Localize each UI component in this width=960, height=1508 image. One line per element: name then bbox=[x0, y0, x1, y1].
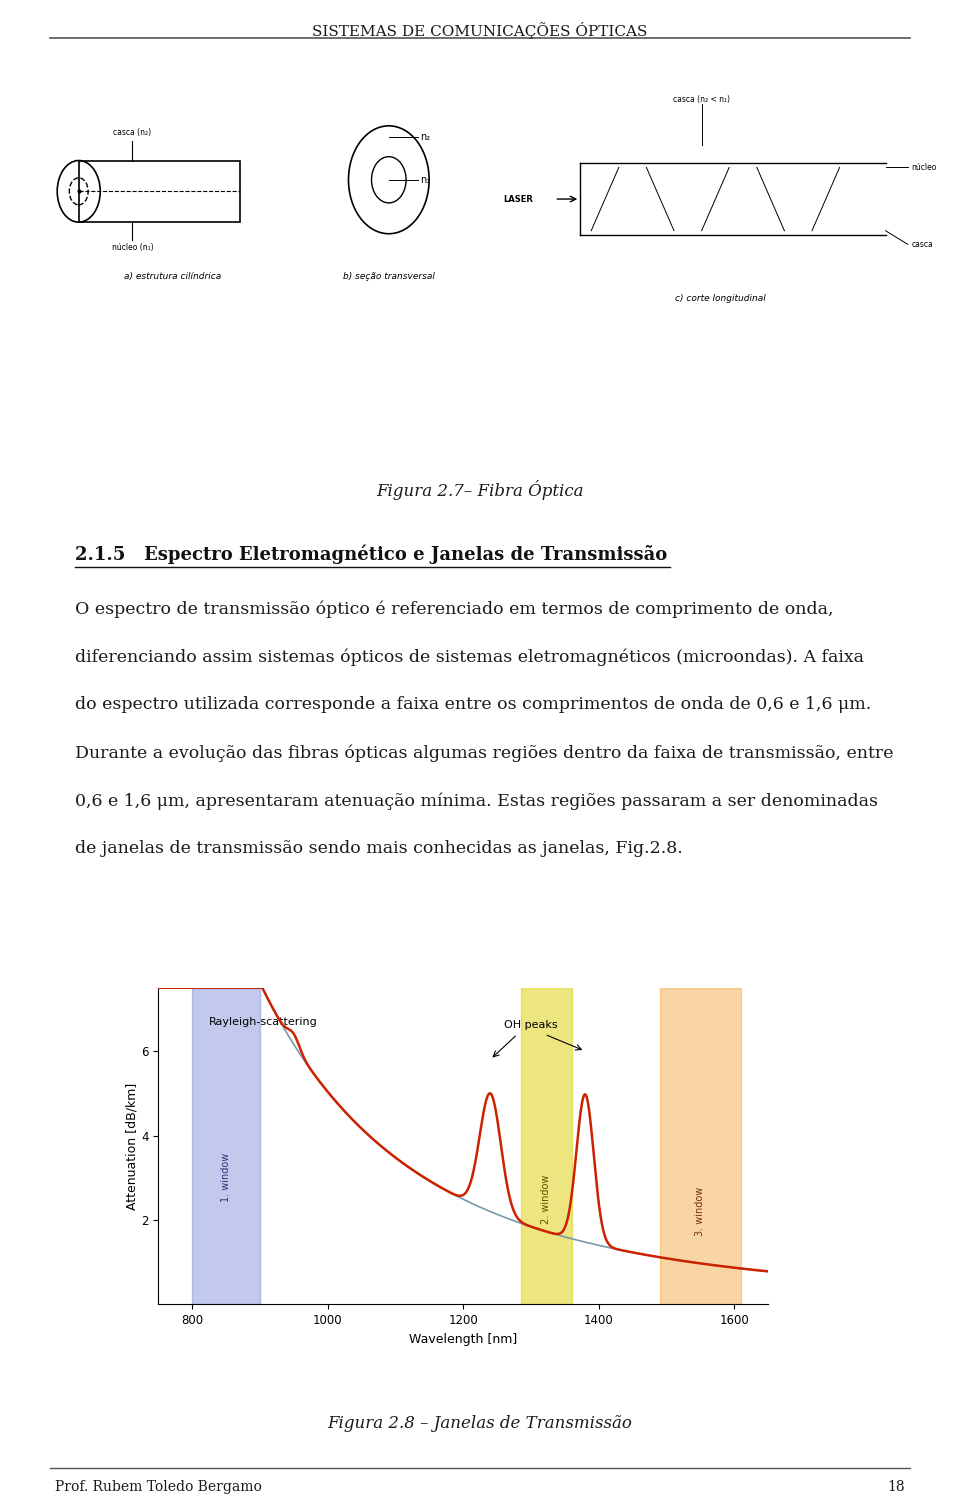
Text: c) corte longitudinal: c) corte longitudinal bbox=[675, 294, 765, 303]
Text: 0,6 e 1,6 μm, apresentaram atenuação mínima. Estas regiões passaram a ser denomi: 0,6 e 1,6 μm, apresentaram atenuação mín… bbox=[75, 792, 878, 810]
Text: do espectro utilizada corresponde a faixa entre os comprimentos de onda de 0,6 e: do espectro utilizada corresponde a faix… bbox=[75, 697, 872, 713]
Text: n₁: n₁ bbox=[420, 175, 431, 185]
Bar bbox=[660, 988, 741, 1304]
Text: Figura 2.8 – Janelas de Transmissão: Figura 2.8 – Janelas de Transmissão bbox=[327, 1415, 633, 1433]
Text: LASER: LASER bbox=[503, 195, 533, 204]
Bar bbox=[79, 160, 240, 222]
Text: diferenciando assim sistemas ópticos de sistemas eletromagnéticos (microondas). : diferenciando assim sistemas ópticos de … bbox=[75, 648, 864, 665]
Text: Prof. Rubem Toledo Bergamo: Prof. Rubem Toledo Bergamo bbox=[55, 1479, 262, 1494]
Bar bbox=[192, 988, 260, 1304]
Text: OH peaks: OH peaks bbox=[504, 1019, 558, 1030]
Text: 18: 18 bbox=[887, 1479, 905, 1494]
Text: b) seção transversal: b) seção transversal bbox=[343, 273, 435, 282]
Text: núcleo: núcleo bbox=[911, 163, 937, 172]
Text: núcleo (n₁): núcleo (n₁) bbox=[111, 243, 154, 252]
Text: 2. window: 2. window bbox=[540, 1175, 551, 1223]
Text: de janelas de transmissão sendo mais conhecidas as janelas, Fig.2.8.: de janelas de transmissão sendo mais con… bbox=[75, 840, 683, 857]
Text: n₂: n₂ bbox=[420, 133, 431, 142]
Text: 3. window: 3. window bbox=[695, 1187, 706, 1237]
X-axis label: Wavelength [nm]: Wavelength [nm] bbox=[409, 1333, 517, 1345]
Text: 2.1.5   Espectro Eletromagnético e Janelas de Transmissão: 2.1.5 Espectro Eletromagnético e Janelas… bbox=[75, 544, 667, 564]
Text: Figura 2.7– Fibra Óptica: Figura 2.7– Fibra Óptica bbox=[376, 480, 584, 501]
Text: 1. window: 1. window bbox=[221, 1154, 231, 1202]
Text: SISTEMAS DE COMUNICAÇÕES ÓPTICAS: SISTEMAS DE COMUNICAÇÕES ÓPTICAS bbox=[312, 23, 648, 39]
Text: casca: casca bbox=[911, 240, 933, 249]
Text: casca (n₂): casca (n₂) bbox=[113, 128, 152, 137]
Text: casca (n₂ < n₁): casca (n₂ < n₁) bbox=[673, 95, 731, 104]
Text: Rayleigh-scattering: Rayleigh-scattering bbox=[209, 1018, 318, 1027]
Y-axis label: Attenuation [dB/km]: Attenuation [dB/km] bbox=[126, 1083, 138, 1209]
Text: O espectro de transmissão óptico é referenciado em termos de comprimento de onda: O espectro de transmissão óptico é refer… bbox=[75, 600, 833, 617]
Text: a) estrutura cilíndrica: a) estrutura cilíndrica bbox=[124, 273, 222, 282]
Text: Durante a evolução das fibras ópticas algumas regiões dentro da faixa de transmi: Durante a evolução das fibras ópticas al… bbox=[75, 743, 894, 762]
Bar bbox=[520, 988, 571, 1304]
